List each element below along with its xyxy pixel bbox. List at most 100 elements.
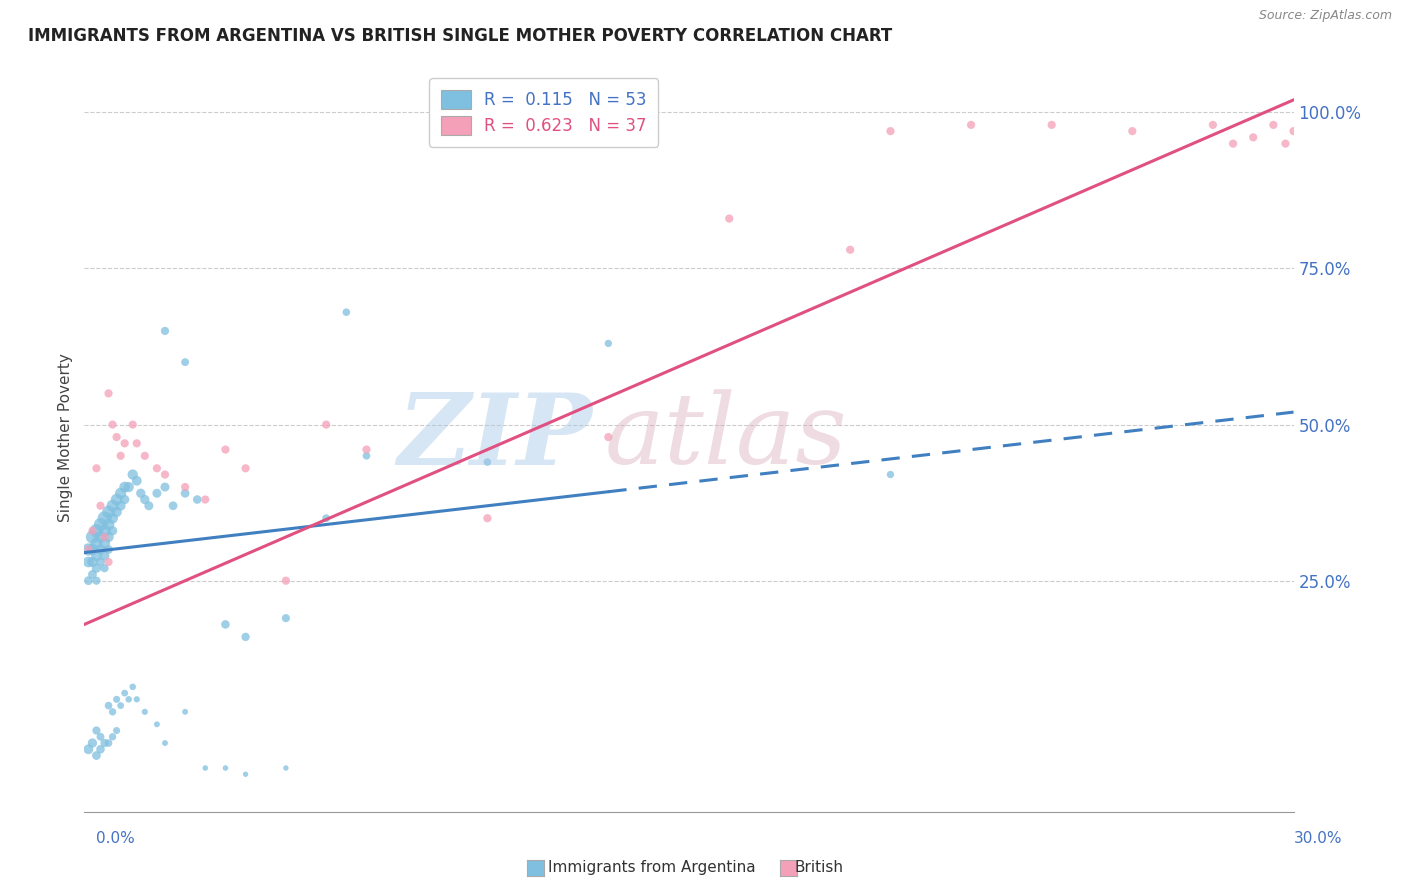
Point: [93, 511, 115, 525]
Point: [335, 305, 357, 319]
Point: [214, 442, 236, 457]
Point: [839, 243, 862, 257]
Point: [235, 461, 257, 475]
Point: [97, 698, 120, 713]
Point: [82, 736, 104, 750]
Point: [153, 736, 176, 750]
Point: [114, 480, 136, 494]
Text: IMMIGRANTS FROM ARGENTINA VS BRITISH SINGLE MOTHER POVERTY CORRELATION CHART: IMMIGRANTS FROM ARGENTINA VS BRITISH SIN…: [28, 27, 893, 45]
Point: [477, 511, 499, 525]
Point: [82, 567, 104, 582]
Point: [138, 499, 160, 513]
Point: [97, 736, 120, 750]
Point: [146, 461, 169, 475]
Point: [235, 767, 257, 781]
Text: 0.0%: 0.0%: [96, 831, 135, 846]
Point: [110, 449, 132, 463]
Point: [153, 467, 176, 482]
Point: [1282, 124, 1305, 138]
Point: [186, 492, 208, 507]
Point: [214, 761, 236, 775]
Point: [110, 499, 132, 513]
Point: [86, 748, 108, 763]
Point: [1274, 136, 1296, 151]
Point: [110, 486, 132, 500]
Point: [1263, 118, 1285, 132]
Point: [129, 486, 152, 500]
Point: [97, 505, 120, 519]
Point: [101, 511, 124, 525]
Point: [89, 499, 111, 513]
Point: [162, 499, 184, 513]
Point: [97, 517, 120, 532]
Point: [598, 336, 620, 351]
Point: [89, 542, 111, 557]
Point: [879, 124, 901, 138]
Point: [89, 742, 111, 756]
Point: [82, 524, 104, 538]
Y-axis label: Single Mother Poverty: Single Mother Poverty: [58, 352, 73, 522]
Point: [86, 561, 108, 575]
Point: [118, 692, 141, 706]
Point: [315, 417, 337, 432]
Point: [97, 530, 120, 544]
Text: British: British: [794, 860, 844, 874]
Point: [235, 630, 257, 644]
Text: Immigrants from Argentina: Immigrants from Argentina: [548, 860, 756, 874]
Point: [86, 524, 108, 538]
Legend: R =  0.115   N = 53, R =  0.623   N = 37: R = 0.115 N = 53, R = 0.623 N = 37: [429, 78, 658, 147]
Point: [82, 555, 104, 569]
Point: [477, 455, 499, 469]
Point: [174, 355, 197, 369]
Point: [153, 324, 176, 338]
Point: [101, 417, 124, 432]
Point: [356, 449, 378, 463]
Point: [89, 517, 111, 532]
Point: [114, 686, 136, 700]
Point: [101, 730, 124, 744]
Text: 30.0%: 30.0%: [1295, 831, 1343, 846]
Point: [125, 692, 148, 706]
Point: [718, 211, 741, 226]
Point: [194, 761, 217, 775]
Point: [110, 698, 132, 713]
Point: [121, 417, 143, 432]
Point: [89, 730, 111, 744]
Point: [118, 480, 141, 494]
Point: [86, 723, 108, 738]
Point: [101, 705, 124, 719]
Point: [97, 555, 120, 569]
Point: [105, 723, 128, 738]
Point: [194, 492, 217, 507]
Point: [86, 461, 108, 475]
Point: [93, 736, 115, 750]
Point: [89, 530, 111, 544]
Point: [86, 536, 108, 550]
Point: [97, 386, 120, 401]
Point: [174, 480, 197, 494]
Point: [105, 692, 128, 706]
Point: [86, 549, 108, 563]
Text: Source: ZipAtlas.com: Source: ZipAtlas.com: [1258, 9, 1392, 22]
Text: atlas: atlas: [605, 390, 846, 484]
Point: [89, 555, 111, 569]
Point: [93, 530, 115, 544]
Point: [1040, 118, 1063, 132]
Point: [356, 442, 378, 457]
Point: [1202, 118, 1225, 132]
Point: [274, 574, 297, 588]
Point: [82, 530, 104, 544]
Point: [174, 486, 197, 500]
Point: [174, 705, 197, 719]
Point: [114, 492, 136, 507]
Point: [77, 542, 100, 557]
Point: [134, 705, 156, 719]
Point: [77, 574, 100, 588]
Point: [274, 761, 297, 775]
Point: [82, 542, 104, 557]
Point: [879, 467, 901, 482]
Point: [1121, 124, 1143, 138]
Point: [86, 574, 108, 588]
Point: [93, 524, 115, 538]
Point: [105, 430, 128, 444]
